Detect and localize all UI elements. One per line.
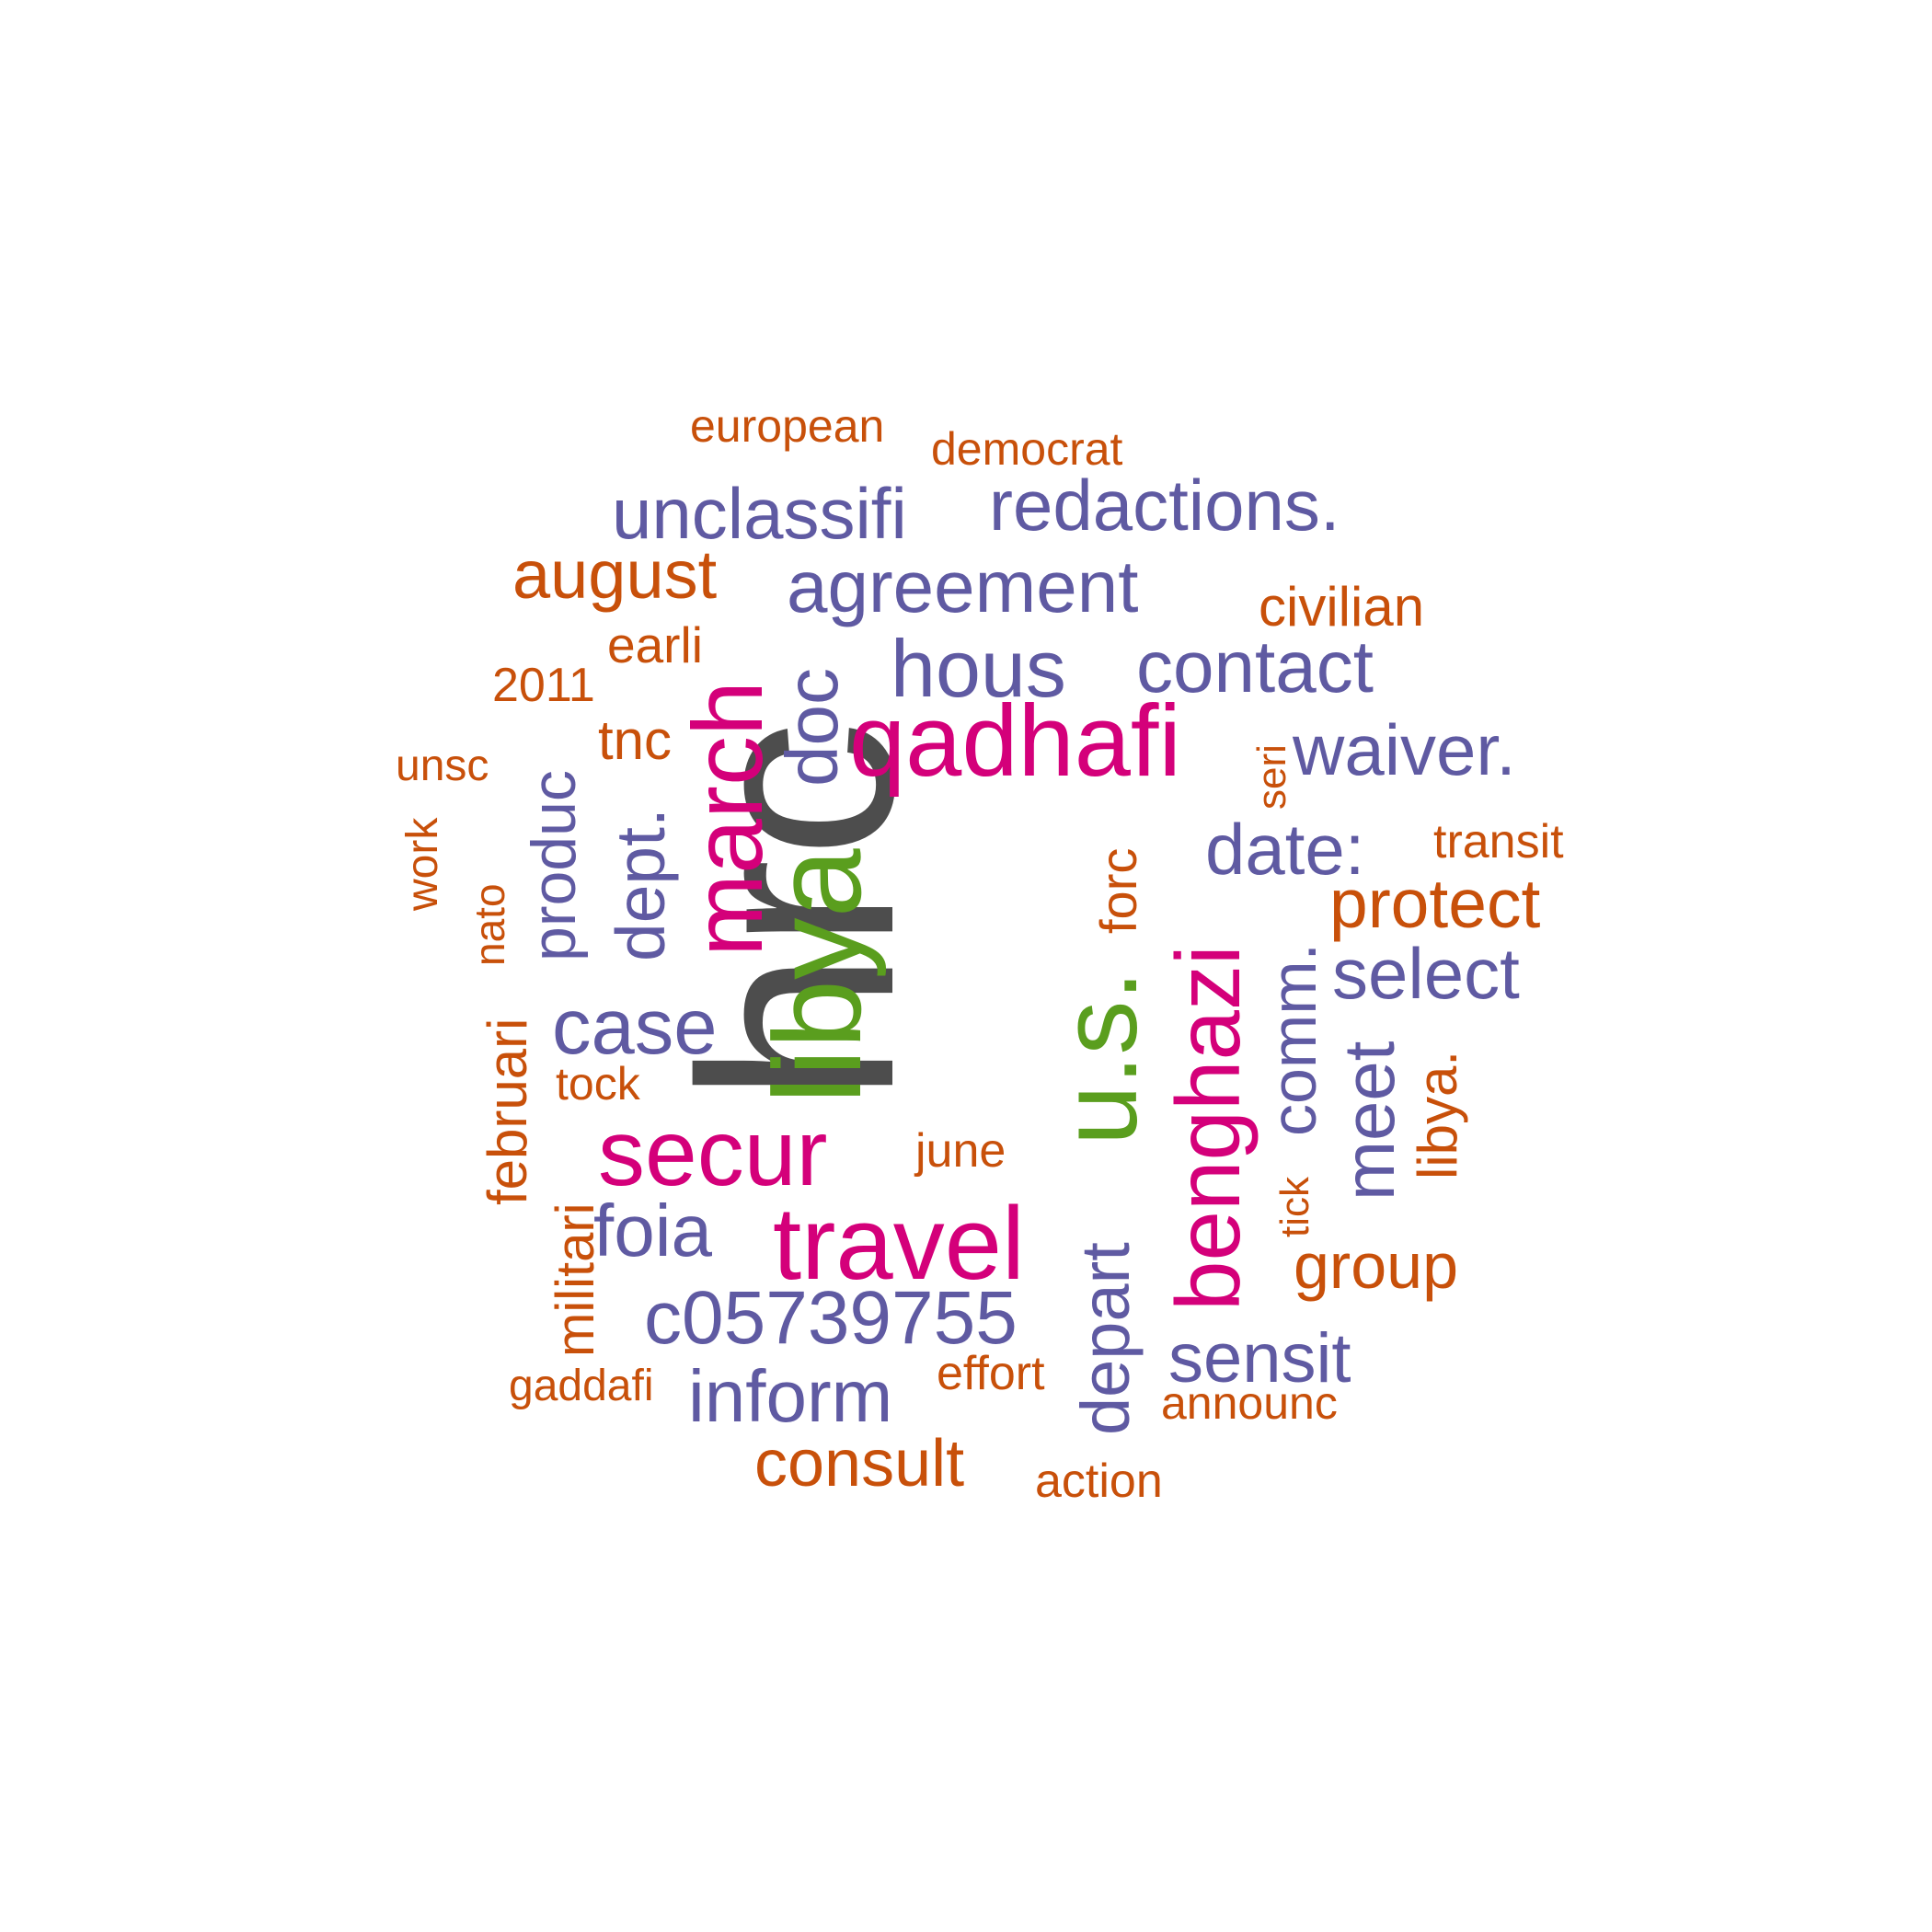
word-sensit: sensit xyxy=(1168,1319,1351,1397)
word-c05739755: c05739755 xyxy=(644,1276,1018,1360)
word-doc: doc xyxy=(771,668,853,787)
word-case: case xyxy=(552,983,718,1071)
word-democrat: democrat xyxy=(931,423,1123,475)
word-transit: transit xyxy=(1433,815,1564,868)
word-protect: protect xyxy=(1329,865,1540,942)
word-redactions: redactions. xyxy=(989,465,1340,546)
word-earli: earli xyxy=(607,616,703,673)
word-forc: forc xyxy=(1089,848,1147,934)
word-seri: seri xyxy=(1249,744,1294,810)
word-agreement: agreement xyxy=(787,546,1138,627)
word-group: group xyxy=(1294,1230,1458,1302)
word-benghazi: benghazi xyxy=(1157,945,1259,1311)
word-tick: tick xyxy=(1272,1176,1317,1237)
word-inform: inform xyxy=(688,1355,892,1437)
word-meet: meet xyxy=(1328,1041,1409,1201)
word-u-s: u.s. xyxy=(1039,971,1160,1145)
word-contact: contact xyxy=(1136,626,1374,707)
word-travel: travel xyxy=(773,1186,1025,1301)
word-hrc: hrc xyxy=(642,720,951,1104)
word-date: date: xyxy=(1205,809,1364,890)
word-gaddafi: gaddafi xyxy=(509,1362,653,1410)
word-qadhafi: qadhafi xyxy=(849,684,1181,798)
word-libya: libya xyxy=(748,847,887,1104)
word-nato: nato xyxy=(466,883,513,966)
word-produc: produc xyxy=(519,770,589,961)
word-secur: secur xyxy=(598,1100,827,1205)
word-action: action xyxy=(1035,1455,1163,1508)
word-februari: februari xyxy=(477,1018,538,1205)
word-march: march xyxy=(672,681,783,957)
word-militari: militari xyxy=(546,1202,605,1357)
word-civilian: civilian xyxy=(1259,576,1424,638)
word-depart: depart xyxy=(1067,1242,1144,1435)
word-consult: consult xyxy=(754,1427,964,1501)
word-june: june xyxy=(914,1124,1006,1178)
word-comm: comm. xyxy=(1258,943,1329,1136)
word-dept: dept. xyxy=(602,808,679,961)
word-select: select xyxy=(1332,933,1520,1014)
word-announc: announc xyxy=(1161,1377,1338,1429)
word-tnc: tnc xyxy=(598,709,672,771)
word-tock: tock xyxy=(556,1058,641,1110)
word-august: august xyxy=(512,536,718,613)
word-libya: libya. xyxy=(1407,1051,1468,1179)
word-unclassifi: unclassifi xyxy=(612,473,907,554)
word-waiver: waiver. xyxy=(1292,709,1516,790)
word-foia: foia xyxy=(593,1190,712,1271)
word-hous: hous xyxy=(891,623,1066,714)
word-effort: effort xyxy=(937,1347,1045,1400)
word-2011: 2011 xyxy=(492,659,595,712)
word-work: work xyxy=(398,817,447,912)
word-european: european xyxy=(690,400,884,452)
word-unsc: unsc xyxy=(396,742,489,790)
